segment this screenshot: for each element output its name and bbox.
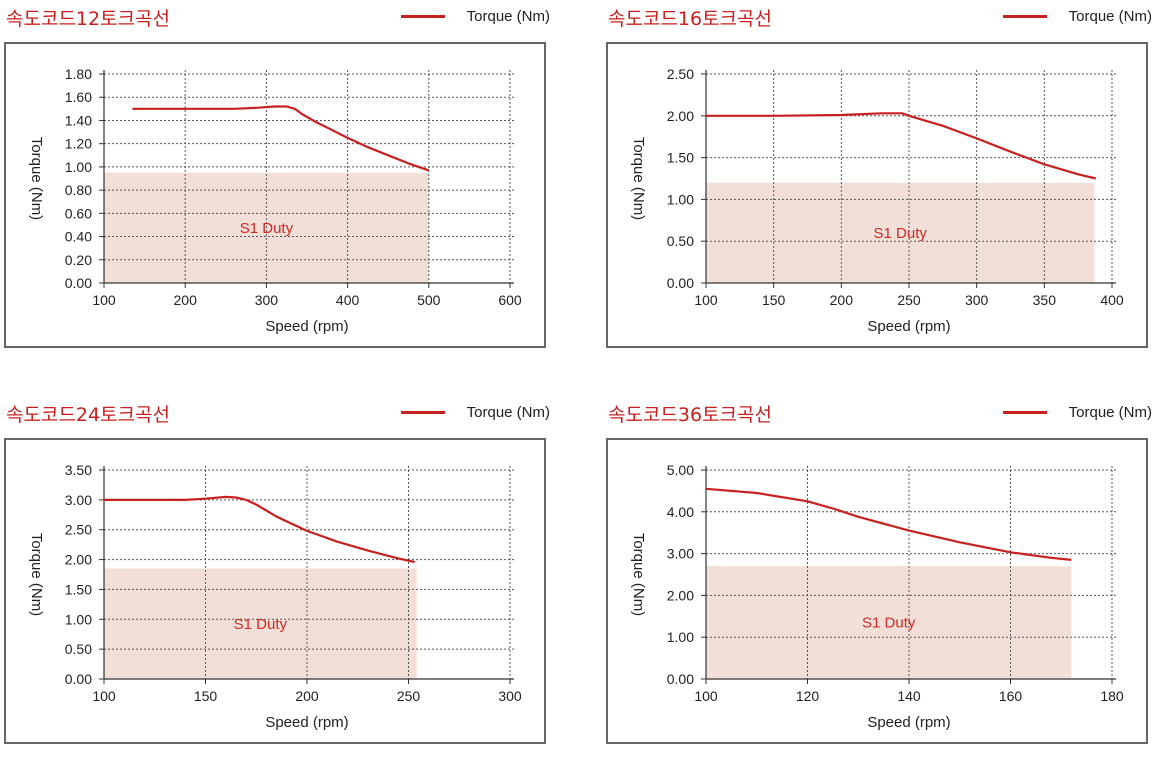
x-axis-title: Speed (rpm) [867,318,950,335]
x-tick-label: 200 [174,292,198,308]
torque-series-line [104,495,415,564]
y-tick-label: 2.50 [667,66,694,82]
torque-series-line [705,487,1072,561]
x-tick-label: 200 [295,688,319,704]
chart-panel-2: 속도코드16토크곡선 Torque (Nm) 0.00 0.50 1.00 1.50 2… [602,0,1160,360]
plot-area: 0.00 0.20 0.40 0.60 0.80 1.00 1.20 1.40 1.60 1.80… [28,66,522,335]
y-tick-label: 3.00 [65,492,92,508]
y-tick-label: 0.80 [65,182,92,198]
x-tick-label: 100 [92,292,116,308]
plot-frame [606,438,1148,744]
chart-title: 속도코드36토크곡선 [608,404,773,426]
chart-panel-4: 속도코드36토크곡선 Torque (Nm) 0.00 1.00 2.00 3.00 4… [602,396,1160,756]
y-tick-label: 0.00 [667,275,694,291]
s1-duty-region [104,568,417,679]
x-tick-label: 140 [897,688,921,704]
chart-legend: Torque (Nm) [1002,8,1152,25]
x-tick-label: 250 [897,292,921,308]
chart-title: 속도코드24토크곡선 [6,404,171,426]
x-tick-label: 160 [999,688,1023,704]
x-tick-label: 300 [498,688,522,704]
s1-duty-label: S1 Duty [240,220,294,237]
x-tick-label: 100 [694,292,718,308]
y-tick-label: 4.00 [667,504,694,520]
plot-frame [4,438,546,744]
legend-line-swatch [400,15,445,18]
y-tick-label: 1.50 [65,581,92,597]
y-axis-title: Torque (Nm) [28,137,45,220]
chart-panel-1: 속도코드12토크곡선 Torque (Nm) 0.00 0.20 0.40 0.60 0… [0,0,560,360]
y-tick-label: 0.20 [65,252,92,268]
y-tick-label: 3.00 [667,546,694,562]
legend-label: Torque (Nm) [1068,404,1152,421]
legend-line-swatch [400,411,445,414]
y-tick-label: 1.00 [65,159,92,175]
y-tick-label: 0.50 [667,233,694,249]
y-tick-label: 0.60 [65,205,92,221]
y-axis-title: Torque (Nm) [630,137,647,220]
y-tick-label: 1.80 [65,66,92,82]
y-tick-label: 5.00 [667,462,694,478]
chart-title: 속도코드12토크곡선 [6,8,171,30]
y-tick-label: 2.50 [65,522,92,538]
plot-frame [606,42,1148,348]
chart-legend: Torque (Nm) [1002,404,1152,421]
x-axis-title: Speed (rpm) [265,318,348,335]
chart-legend: Torque (Nm) [400,404,550,421]
y-tick-label: 1.20 [65,136,92,152]
y-tick-label: 2.00 [65,552,92,568]
chart-panel-3: 속도코드24토크곡선 Torque (Nm) 0.00 0.50 1.00 1.50 2… [0,396,560,756]
plot-area: 0.00 0.50 1.00 1.50 2.00 2.50 3.00 3.50 100 150 20… [28,462,522,731]
torque-series-line [706,112,1097,180]
legend-line-swatch [1002,15,1047,18]
y-tick-label: 2.00 [667,108,694,124]
y-tick-label: 0.00 [667,671,694,687]
s1-duty-label: S1 Duty [874,225,928,242]
chart-title: 속도코드16토크곡선 [608,8,773,30]
y-tick-label: 0.50 [65,641,92,657]
y-tick-label: 0.00 [65,275,92,291]
y-tick-label: 1.60 [65,89,92,105]
x-tick-label: 180 [1100,688,1124,704]
x-tick-label: 100 [694,688,718,704]
x-tick-label: 100 [92,688,116,704]
x-tick-label: 400 [1100,292,1124,308]
plot-frame [4,42,546,348]
x-tick-label: 500 [417,292,441,308]
x-tick-label: 120 [796,688,820,704]
legend-label: Torque (Nm) [1068,8,1152,25]
y-tick-label: 1.50 [667,150,694,166]
x-tick-label: 250 [397,688,421,704]
s1-duty-label: S1 Duty [234,616,288,633]
x-tick-label: 300 [965,292,989,308]
legend-label: Torque (Nm) [466,404,550,421]
y-tick-label: 2.00 [667,587,694,603]
chart-legend: Torque (Nm) [400,8,550,25]
x-tick-label: 200 [830,292,854,308]
legend-line-swatch [1002,411,1047,414]
plot-area: 0.00 1.00 2.00 3.00 4.00 5.00 100 120 140 160 180 S… [630,462,1124,731]
y-tick-label: 0.40 [65,229,92,245]
y-tick-label: 0.00 [65,671,92,687]
x-tick-label: 350 [1033,292,1057,308]
torque-series-line [132,105,430,172]
legend-label: Torque (Nm) [466,8,550,25]
x-tick-label: 150 [194,688,218,704]
s1-duty-label: S1 Duty [862,615,916,632]
y-tick-label: 1.00 [667,629,694,645]
y-tick-label: 1.00 [65,611,92,627]
x-tick-label: 400 [336,292,360,308]
x-tick-label: 150 [762,292,786,308]
x-tick-label: 300 [255,292,279,308]
x-tick-label: 600 [498,292,522,308]
y-tick-label: 1.40 [65,112,92,128]
x-axis-title: Speed (rpm) [265,714,348,731]
y-tick-label: 3.50 [65,462,92,478]
y-axis-title: Torque (Nm) [630,533,647,616]
x-axis-title: Speed (rpm) [867,714,950,731]
plot-area: 0.00 0.50 1.00 1.50 2.00 2.50 100 150 200 250 300 3… [630,66,1124,335]
y-axis-title: Torque (Nm) [28,533,45,616]
y-tick-label: 1.00 [667,191,694,207]
